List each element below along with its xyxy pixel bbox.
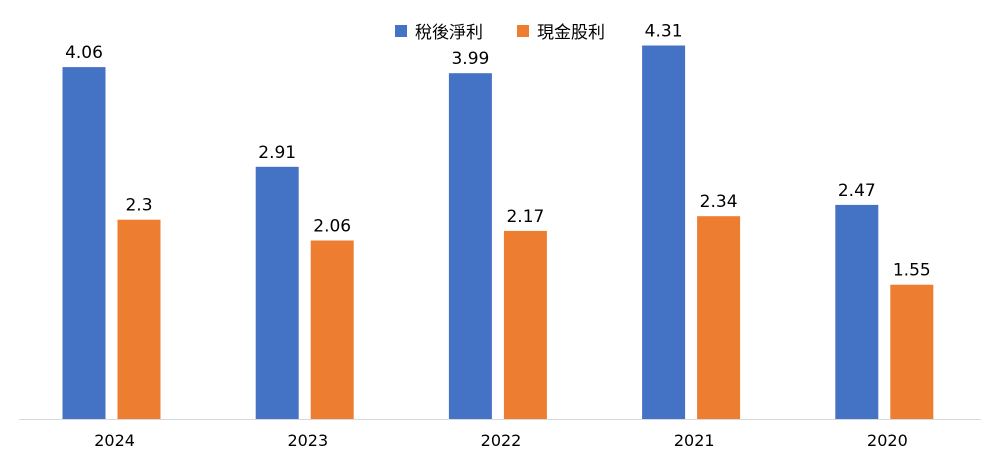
bar-series-0-2020 xyxy=(835,204,879,419)
data-label-series-1-2024: 2.3 xyxy=(125,196,152,216)
x-tick-label-2021: 2021 xyxy=(674,431,715,450)
data-label-series-0-2020: 2.47 xyxy=(838,181,876,201)
bar-series-1-2020 xyxy=(890,284,934,419)
data-label-series-0-2021: 4.31 xyxy=(645,22,683,42)
legend-label-series-1: 現金股利 xyxy=(537,23,605,43)
x-tick-label-2022: 2022 xyxy=(481,431,522,450)
x-tick-label-2024: 2024 xyxy=(94,431,135,450)
bar-series-0-2023 xyxy=(255,166,299,419)
bar-series-0-2024 xyxy=(62,67,106,419)
data-label-series-0-2024: 4.06 xyxy=(65,43,103,63)
data-label-series-1-2023: 2.06 xyxy=(313,217,351,237)
legend-swatch-series-1 xyxy=(517,24,529,37)
data-label-series-0-2023: 2.91 xyxy=(258,143,296,163)
data-label-series-1-2022: 2.17 xyxy=(506,207,544,227)
data-label-series-0-2022: 3.99 xyxy=(451,49,489,69)
bar-series-1-2022 xyxy=(503,230,547,419)
bar-series-1-2023 xyxy=(310,240,354,419)
legend: 稅後淨利 現金股利 xyxy=(0,18,1000,43)
data-label-series-1-2021: 2.34 xyxy=(700,192,738,212)
legend-swatch-series-0 xyxy=(395,24,407,37)
data-label-series-1-2020: 1.55 xyxy=(893,261,931,281)
bar-series-0-2022 xyxy=(448,73,492,419)
x-tick-label-2020: 2020 xyxy=(867,431,908,450)
bar-series-1-2021 xyxy=(697,216,741,419)
legend-item-series-0: 稅後淨利 xyxy=(395,18,483,43)
legend-item-series-1: 現金股利 xyxy=(517,18,605,43)
x-tick-label-2023: 2023 xyxy=(287,431,328,450)
bar-series-1-2024 xyxy=(117,219,161,419)
legend-label-series-0: 稅後淨利 xyxy=(415,23,483,43)
bar-series-0-2021 xyxy=(642,45,686,419)
